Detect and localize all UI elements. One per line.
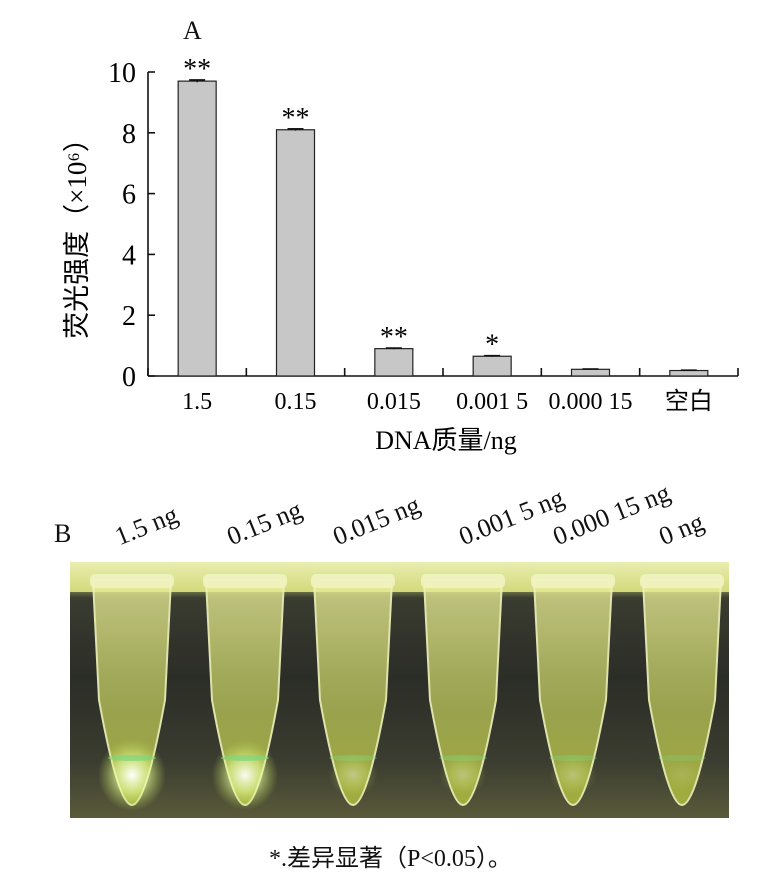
tube — [422, 579, 504, 807]
bars-group: ****** * — [177, 54, 709, 377]
bar — [570, 368, 611, 377]
tube-meniscus — [439, 755, 487, 761]
tubes-drawing — [90, 574, 724, 811]
tube-meniscus — [329, 755, 377, 761]
tube-photo — [70, 562, 729, 818]
photo-sheen — [70, 562, 729, 592]
x-tick-label: 1.5 — [182, 389, 212, 415]
tube-glow — [328, 753, 378, 797]
y-tick-label: 0 — [122, 362, 136, 393]
tube-glow — [211, 740, 279, 810]
x-tick-label: 0.000 15 — [549, 389, 633, 415]
bar — [275, 129, 316, 377]
tube — [641, 579, 723, 807]
tube — [312, 579, 394, 807]
y-tick-label: 4 — [122, 240, 136, 271]
tube-rim — [421, 574, 505, 588]
bar — [669, 369, 709, 377]
tube-meniscus — [108, 755, 156, 761]
tube-label: 0 ng — [654, 507, 708, 552]
tube-rim — [90, 574, 174, 588]
panel-b-label: B — [54, 519, 72, 548]
tube-label: 0.15 ng — [222, 494, 306, 552]
y-tick-label: 6 — [122, 180, 136, 211]
y-axis: 0 2 4 6 8 10 — [108, 58, 155, 393]
tube-meniscus — [549, 755, 597, 761]
tube — [532, 579, 614, 807]
tube-rim — [311, 574, 395, 588]
x-tick-label: 空白 — [665, 388, 713, 415]
tube-label: 0.001 5 ng — [454, 482, 569, 552]
x-tick-label: 0.15 — [275, 389, 317, 415]
tube-label: 0.000 15 ng — [548, 477, 675, 552]
tube-meniscus — [658, 755, 706, 761]
x-axis: 1.5 0.15 0.015 0.001 5 0.000 15 空白 — [147, 368, 739, 415]
panel-a-label: A — [183, 16, 202, 45]
significance-label: * — [485, 330, 499, 361]
tube-glow — [438, 754, 488, 796]
x-tick-label: 0.015 — [367, 389, 421, 415]
tube-rim — [531, 574, 615, 588]
tube-glow — [660, 758, 704, 792]
y-tick-label: 8 — [122, 119, 136, 150]
tube-label: 0.015 ng — [328, 490, 424, 552]
bar — [177, 80, 217, 377]
x-axis-label: DNA质量/ng — [375, 426, 517, 455]
tube-glow — [98, 739, 166, 811]
x-tick-label: 0.001 5 — [456, 389, 528, 415]
footnote: *.差异显著（P<0.05）。 — [269, 846, 512, 872]
y-tick-label: 2 — [122, 301, 136, 332]
tube-rim — [640, 574, 724, 588]
significance-label: ** — [282, 103, 310, 134]
tube-label: 1.5 ng — [110, 499, 182, 552]
tube-glow — [549, 754, 597, 796]
significance-label: ** — [380, 322, 408, 353]
tube-rim — [203, 574, 287, 588]
y-axis-label: 荧光强度（×10⁶） — [62, 125, 92, 339]
significance-label: ** — [183, 54, 211, 85]
tube-meniscus — [221, 755, 269, 761]
y-tick-label: 10 — [108, 58, 136, 89]
